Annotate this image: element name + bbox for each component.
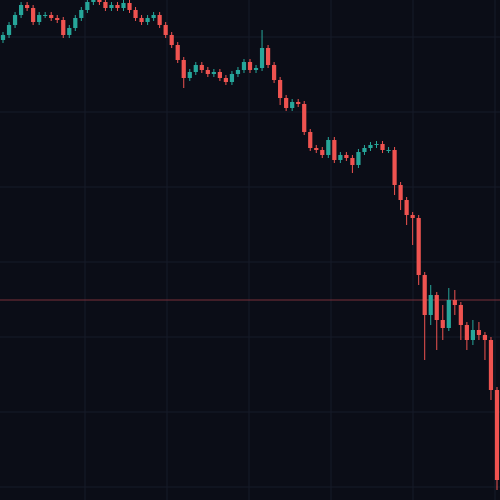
candle-body <box>223 78 229 82</box>
candle-body <box>278 80 283 98</box>
candle-body <box>235 70 241 74</box>
candle-body <box>199 65 204 70</box>
candle-body <box>97 0 102 2</box>
candle-body <box>115 5 120 8</box>
candle-body <box>464 325 469 340</box>
candle-body <box>416 218 421 275</box>
candle-body <box>284 98 289 108</box>
candle-body <box>217 72 222 78</box>
candle-body <box>211 72 216 74</box>
candle-body <box>290 102 295 108</box>
candle-body <box>452 300 457 305</box>
candle-body <box>356 152 361 165</box>
candle-body <box>308 132 313 148</box>
candle-body <box>145 18 150 22</box>
candle-body <box>392 150 397 185</box>
candle-body <box>0 35 6 40</box>
candle-body <box>175 45 180 60</box>
candle-body <box>139 18 144 22</box>
candle-body <box>6 25 12 35</box>
candle-body <box>338 155 343 160</box>
candle-body <box>398 185 403 200</box>
candle-body <box>79 10 84 18</box>
candle-body <box>55 18 60 20</box>
candle-body <box>205 70 210 74</box>
candle-body <box>410 215 415 218</box>
candle-body <box>374 144 379 145</box>
candle-body <box>37 15 42 22</box>
candle-body <box>434 295 439 320</box>
candle-body <box>271 65 277 80</box>
candle-body <box>404 200 409 215</box>
candle-body <box>380 144 385 150</box>
candle-body <box>31 8 36 22</box>
candle-body <box>127 3 132 10</box>
candle-body <box>350 158 355 165</box>
candle-body <box>109 5 114 8</box>
candle-body <box>326 140 331 155</box>
candle-body <box>314 148 319 150</box>
candle-body <box>253 68 259 70</box>
candle-body <box>181 60 186 78</box>
candle-body <box>103 2 108 8</box>
candle-body <box>157 15 162 25</box>
candle-body <box>151 15 156 18</box>
candle-body <box>12 15 18 25</box>
candle-body <box>61 20 66 35</box>
candle-body <box>386 150 391 151</box>
candle-body <box>458 305 463 325</box>
candle-body <box>488 340 494 390</box>
candle-body <box>332 140 337 160</box>
candle-body <box>187 72 192 78</box>
candle-body <box>422 275 427 315</box>
candle-body <box>362 148 367 152</box>
candle-body <box>320 150 325 155</box>
candle-body <box>67 28 72 35</box>
candle-body <box>25 5 30 8</box>
candle-body <box>163 25 168 35</box>
candle-body <box>49 15 54 18</box>
candle-body <box>265 48 271 65</box>
candle-body <box>368 145 373 148</box>
candle-body <box>482 335 488 340</box>
candle-body <box>344 155 349 158</box>
candle-body <box>440 320 445 328</box>
candle-body <box>470 330 475 340</box>
candle-body <box>43 15 48 16</box>
candle-body <box>133 10 138 18</box>
candle-body <box>229 74 235 82</box>
candle-body <box>18 5 24 15</box>
candle-body <box>476 330 482 335</box>
candle-body <box>121 3 126 8</box>
candle-body <box>193 65 198 72</box>
candle-body <box>247 62 253 70</box>
candle-body <box>169 35 174 45</box>
candle-body <box>296 102 301 104</box>
candle-body <box>428 295 433 315</box>
candle-body <box>73 18 78 28</box>
candle-body <box>241 62 247 70</box>
candle-body <box>85 2 90 10</box>
candle-body <box>302 104 307 132</box>
candle-body <box>259 48 265 68</box>
candle-body <box>494 390 500 480</box>
candle-body <box>446 300 451 328</box>
candle-body <box>91 0 96 2</box>
